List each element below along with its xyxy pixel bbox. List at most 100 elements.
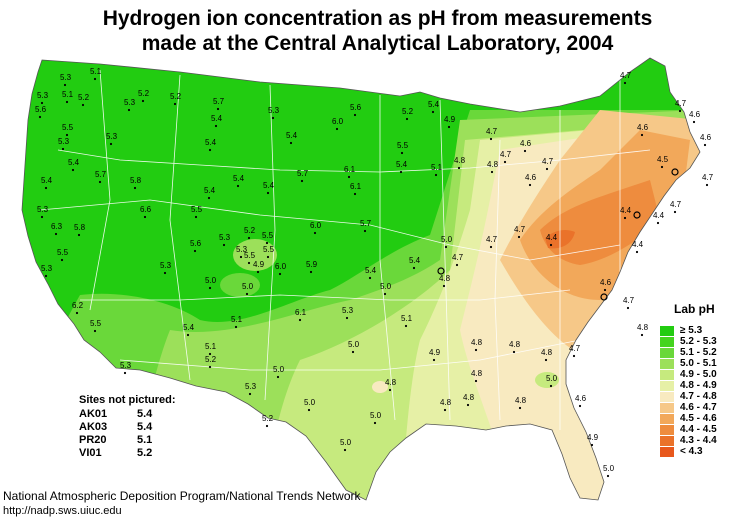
site-dot [245, 292, 249, 296]
site-dot [65, 100, 69, 104]
site-ph-label: 5.5 [397, 141, 409, 150]
site-ph-label: 4.6 [600, 278, 612, 287]
site-ph-label: 5.0 [441, 235, 453, 244]
site-dot [431, 110, 435, 114]
legend-label: 4.9 - 5.0 [680, 369, 717, 380]
site-dot [343, 448, 347, 452]
legend-swatch [660, 391, 674, 402]
site-ph-label: 5.4 [396, 160, 408, 169]
legend-item: 5.0 - 5.1 [660, 358, 750, 369]
legend-label: 4.7 - 4.8 [680, 391, 717, 402]
site-ph-label: 6.2 [72, 301, 84, 310]
legend-swatch [660, 369, 674, 380]
site-dot [54, 232, 58, 236]
site-ph-label: 4.7 [514, 225, 526, 234]
footer-url[interactable]: http://nadp.sws.uiuc.edu [3, 505, 122, 517]
site-dot [353, 192, 357, 196]
site-ph-label: 4.8 [471, 369, 483, 378]
site-ph-label: 5.3 [37, 205, 49, 214]
site-circle [437, 267, 445, 275]
legend-swatch [660, 435, 674, 446]
site-ph-label: 5.4 [365, 266, 377, 275]
us-outline [21, 57, 701, 501]
site-ph-label: 5.7 [297, 169, 309, 178]
site-ph-label: 5.3 [219, 233, 231, 242]
site-value: 5.2 [137, 447, 153, 459]
site-dot [300, 179, 304, 183]
site-dot [208, 148, 212, 152]
legend-label: < 4.3 [680, 446, 703, 457]
site-dot [38, 115, 42, 119]
site-id: VI01 [79, 447, 102, 459]
site-dot [98, 180, 102, 184]
legend-label: ≥ 5.3 [680, 325, 703, 336]
site-value: 5.4 [137, 408, 153, 420]
site-dot [351, 350, 355, 354]
legend-item: 4.3 - 4.4 [660, 435, 750, 446]
site-dot [455, 263, 459, 267]
site-dot [549, 243, 553, 247]
page-title: Hydrogen ion concentration as pH from me… [0, 6, 755, 56]
site-ph-label: 5.4 [286, 131, 298, 140]
site-dot [673, 210, 677, 214]
legend-item: 5.2 - 5.3 [660, 336, 750, 347]
site-ph-label: 4.8 [385, 378, 397, 387]
site-ph-label: 4.4 [620, 206, 632, 215]
site-ph-label: 5.4 [263, 181, 275, 190]
site-ph-label: 5.4 [183, 323, 195, 332]
site-id: AK01 [79, 408, 108, 420]
site-dot [656, 221, 660, 225]
site-ph-label: 4.7 [542, 157, 554, 166]
site-dot [40, 101, 44, 105]
site-ph-label: 4.9 [429, 348, 441, 357]
site-ph-label: 5.0 [242, 282, 254, 291]
legend-label: 5.1 - 5.2 [680, 347, 717, 358]
site-ph-label: 4.9 [253, 260, 265, 269]
site-dot [518, 406, 522, 410]
site-ph-label: 5.2 [170, 92, 182, 101]
site-ph-label: 5.9 [306, 260, 318, 269]
site-ph-label: 4.7 [702, 173, 714, 182]
site-dot [208, 352, 212, 356]
legend-label: 4.8 - 4.9 [680, 380, 717, 391]
site-dot [298, 318, 302, 322]
site-ph-label: 4.7 [486, 235, 498, 244]
site-dot [40, 215, 44, 219]
site-ph-label: 5.5 [62, 123, 74, 132]
footer: National Atmospheric Deposition Program/… [3, 489, 361, 519]
site-ph-label: 5.3 [268, 106, 280, 115]
site-dot [373, 421, 377, 425]
site-ph-label: 5.4 [41, 176, 53, 185]
site-ph-label: 5.7 [213, 97, 225, 106]
legend-label: 4.6 - 4.7 [680, 402, 717, 413]
site-dot [236, 184, 240, 188]
site-dot [363, 229, 367, 233]
site-dot [65, 133, 69, 137]
legend-label: 4.5 - 4.6 [680, 413, 717, 424]
state-borders [39, 69, 651, 430]
site-ph-label: 6.1 [295, 308, 307, 317]
site-dot [265, 241, 269, 245]
legend-rows: ≥ 5.3 5.2 - 5.3 5.1 - 5.2 5.0 - 5.1 4.9 - 5.… [660, 325, 750, 457]
site-ph-label: 5.2 [244, 226, 256, 235]
legend-swatch [660, 413, 674, 424]
site-dot [44, 274, 48, 278]
site-dot [71, 168, 75, 172]
site-dot [578, 404, 582, 408]
site-ph-label: 4.9 [444, 115, 456, 124]
site-ph-label: 4.9 [587, 433, 599, 442]
site-circle [633, 211, 641, 219]
site-dot [278, 272, 282, 276]
site-ph-label: 5.3 [245, 382, 257, 391]
sites-title: Sites not pictured: [79, 394, 176, 406]
legend-item: 5.1 - 5.2 [660, 347, 750, 358]
site-dot [705, 183, 709, 187]
site-ph-label: 5.2 [205, 355, 217, 364]
site-ph-label: 4.5 [657, 155, 669, 164]
site-ph-label: 4.6 [525, 173, 537, 182]
site-ph-label: 5.0 [273, 365, 285, 374]
legend-item: 4.4 - 4.5 [660, 424, 750, 435]
site-dot [234, 325, 238, 329]
site-ph-label: 4.7 [452, 253, 464, 262]
